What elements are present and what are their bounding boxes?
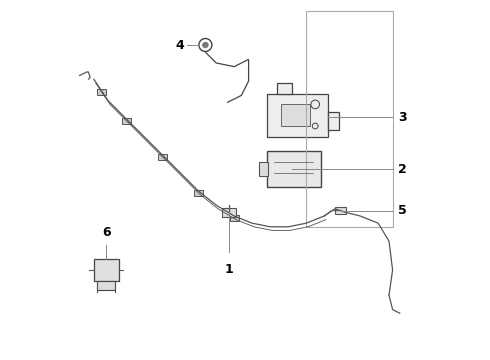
Bar bbox=[194, 190, 203, 195]
Text: 4: 4 bbox=[175, 39, 184, 51]
Bar bbox=[158, 154, 167, 159]
Text: 6: 6 bbox=[102, 226, 111, 239]
Text: 3: 3 bbox=[398, 111, 407, 123]
Bar bbox=[259, 162, 268, 176]
Bar bbox=[97, 89, 105, 95]
Bar bbox=[98, 281, 116, 290]
Bar bbox=[306, 11, 392, 227]
Circle shape bbox=[202, 42, 208, 48]
Bar bbox=[335, 207, 346, 214]
Bar bbox=[94, 259, 119, 281]
Text: 5: 5 bbox=[398, 204, 407, 217]
Text: 1: 1 bbox=[224, 263, 233, 276]
Bar bbox=[230, 215, 239, 221]
Bar bbox=[267, 151, 320, 187]
Text: 2: 2 bbox=[398, 163, 407, 176]
Bar bbox=[267, 94, 328, 137]
Bar bbox=[328, 112, 339, 130]
Bar bbox=[277, 83, 292, 94]
Bar bbox=[122, 118, 131, 123]
Bar bbox=[281, 104, 310, 126]
Bar bbox=[221, 208, 236, 217]
